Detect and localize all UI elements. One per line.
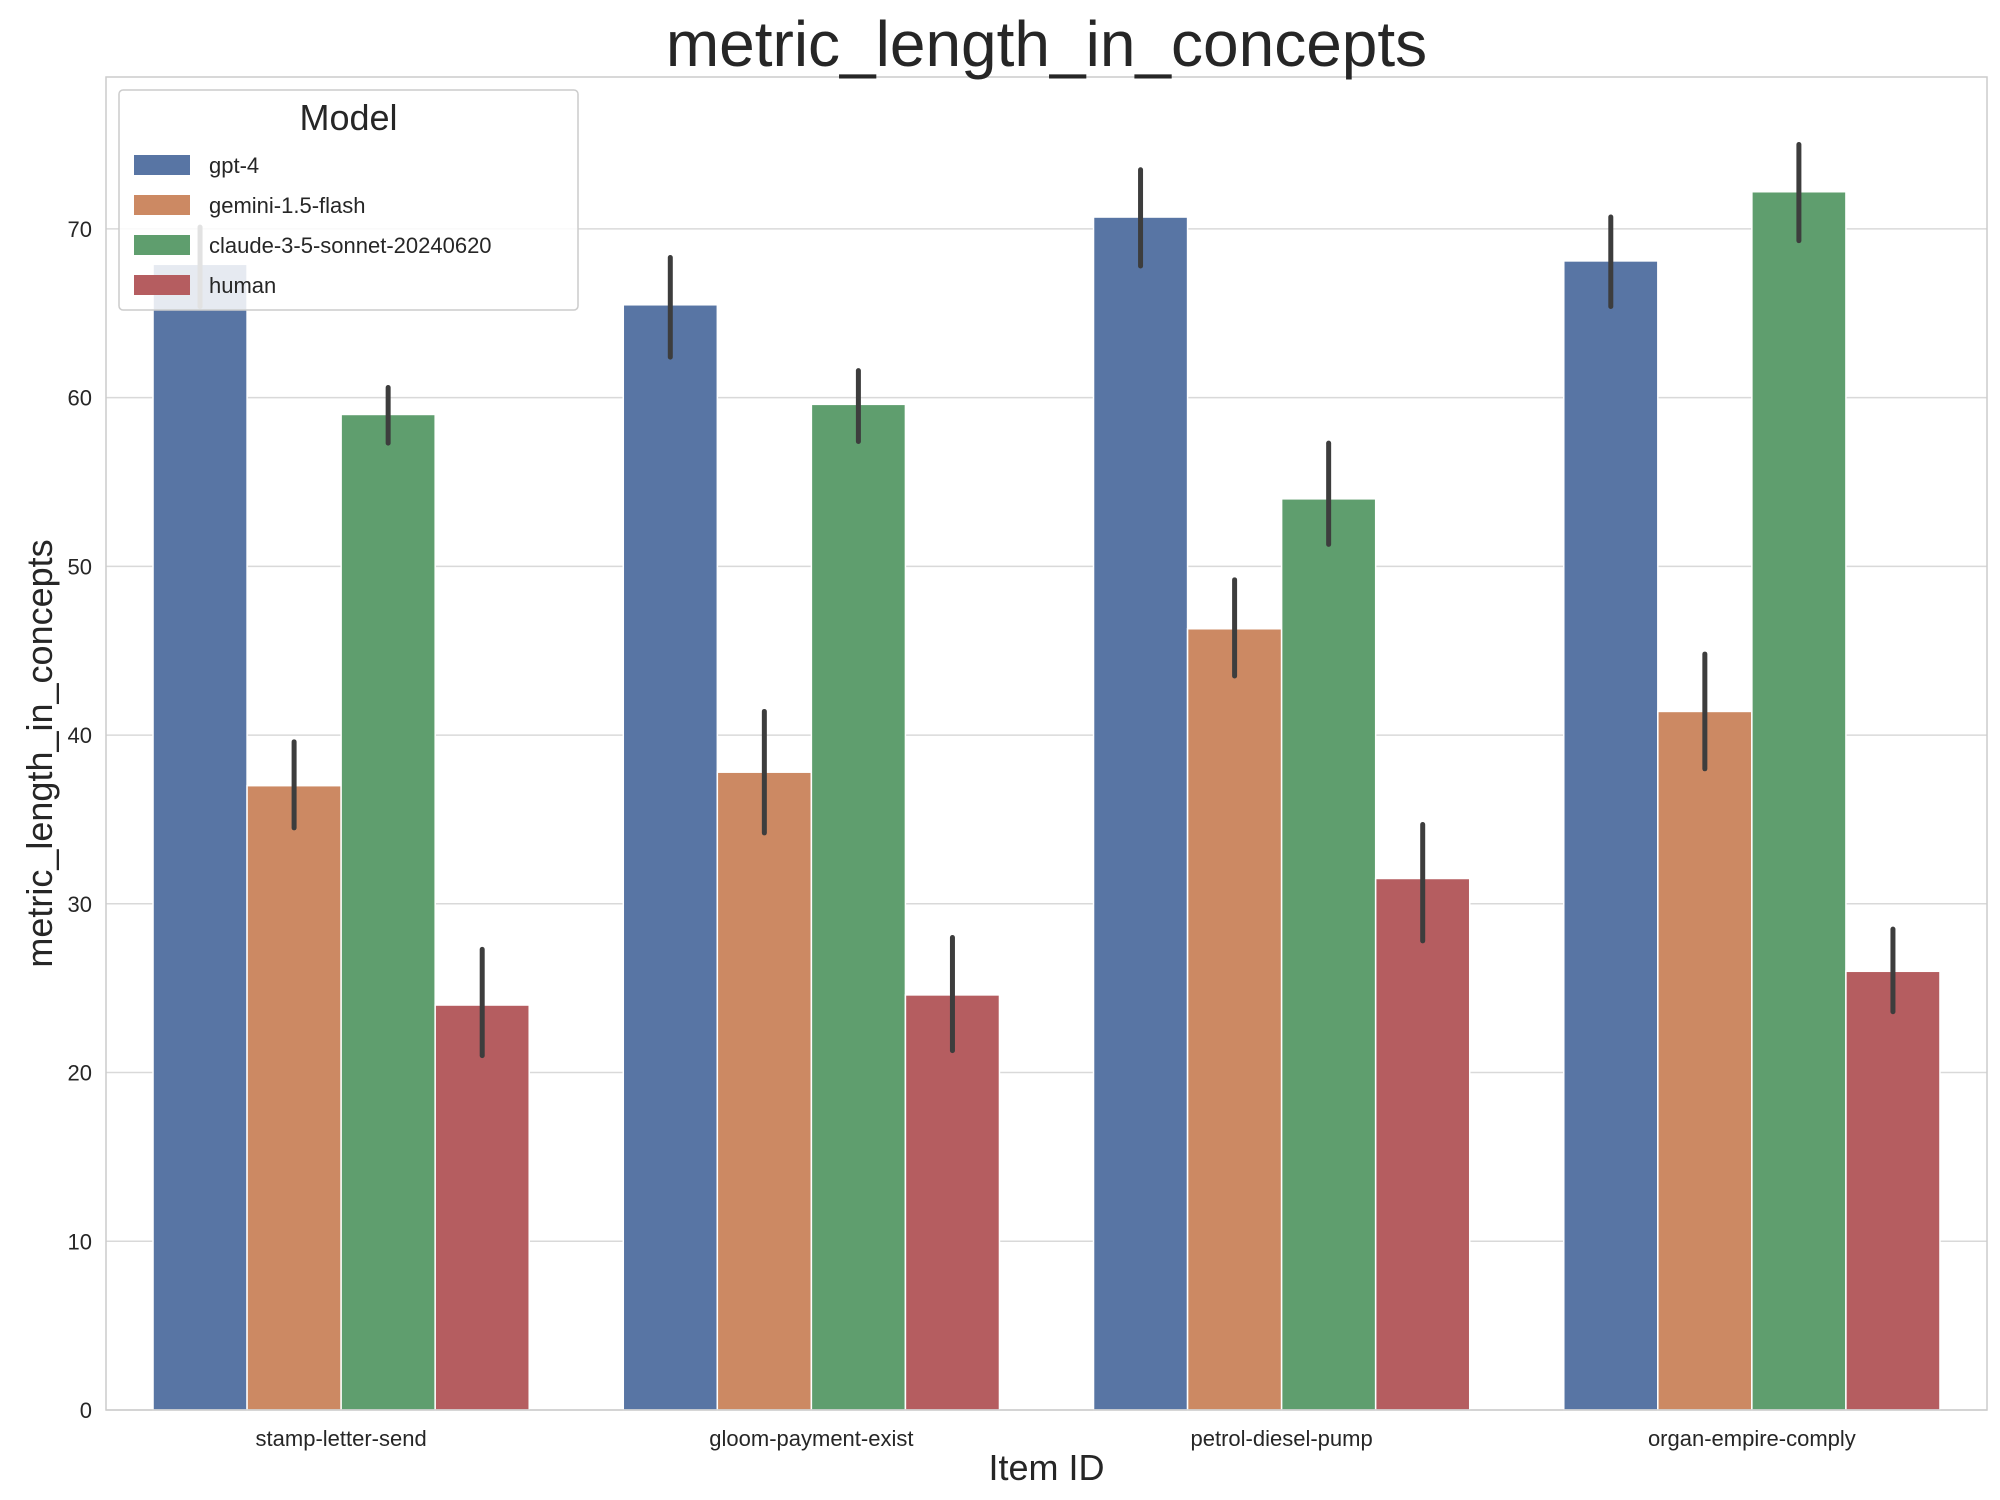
bars	[152, 190, 1941, 1411]
x-ticks: stamp-letter-send gloom-payment-exist petr…	[256, 1426, 1856, 1451]
chart-title: metric_length_in_concepts	[666, 8, 1427, 80]
x-axis-label: Item ID	[988, 1447, 1104, 1488]
bar	[1374, 877, 1471, 1411]
bar	[434, 1004, 530, 1411]
bar	[1657, 710, 1753, 1411]
bar	[340, 413, 436, 1411]
plot-frame	[105, 76, 1988, 1411]
x-tick-label: organ-empire-comply	[1648, 1426, 1856, 1451]
legend-swatch	[134, 235, 190, 255]
bar	[1186, 628, 1283, 1411]
bar	[246, 784, 342, 1411]
y-axis-label: metric_length_in_concepts	[19, 539, 60, 967]
legend-label: human	[209, 273, 276, 298]
x-tick-label: stamp-letter-send	[256, 1426, 427, 1451]
legend-swatch	[134, 275, 190, 295]
y-tick-label: 40	[68, 723, 92, 748]
y-tick-label: 20	[68, 1061, 92, 1086]
legend: Model gpt-4 gemini-1.5-flash claude-3-5-so…	[118, 89, 579, 311]
y-tick-label: 50	[68, 554, 92, 579]
bar	[1092, 216, 1189, 1411]
error-bars	[197, 141, 1896, 1059]
legend-label: gemini-1.5-flash	[209, 193, 366, 218]
y-tick-label: 10	[68, 1229, 92, 1254]
bar	[1845, 970, 1941, 1411]
bar	[1751, 190, 1847, 1411]
bar	[622, 304, 719, 1411]
bar	[1563, 260, 1659, 1411]
y-ticks: 0 10 20 30 40 50 60 70	[68, 217, 92, 1423]
legend-title: Model	[299, 97, 397, 138]
y-tick-label: 70	[68, 217, 92, 242]
legend-label: claude-3-5-sonnet-20240620	[209, 233, 492, 258]
y-tick-label: 0	[80, 1398, 92, 1423]
bar	[810, 403, 907, 1411]
legend-box	[118, 89, 579, 311]
legend-swatch	[134, 155, 190, 175]
y-tick-label: 60	[68, 386, 92, 411]
legend-swatch	[134, 195, 190, 215]
bar	[152, 263, 248, 1411]
bar	[904, 994, 1001, 1411]
legend-label: gpt-4	[209, 153, 259, 178]
x-tick-label: petrol-diesel-pump	[1191, 1426, 1373, 1451]
bar	[1280, 498, 1377, 1411]
y-tick-label: 30	[68, 892, 92, 917]
legend-items: gpt-4 gemini-1.5-flash claude-3-5-sonnet-2…	[134, 153, 492, 298]
bar	[716, 771, 813, 1411]
x-tick-label: gloom-payment-exist	[709, 1426, 913, 1451]
